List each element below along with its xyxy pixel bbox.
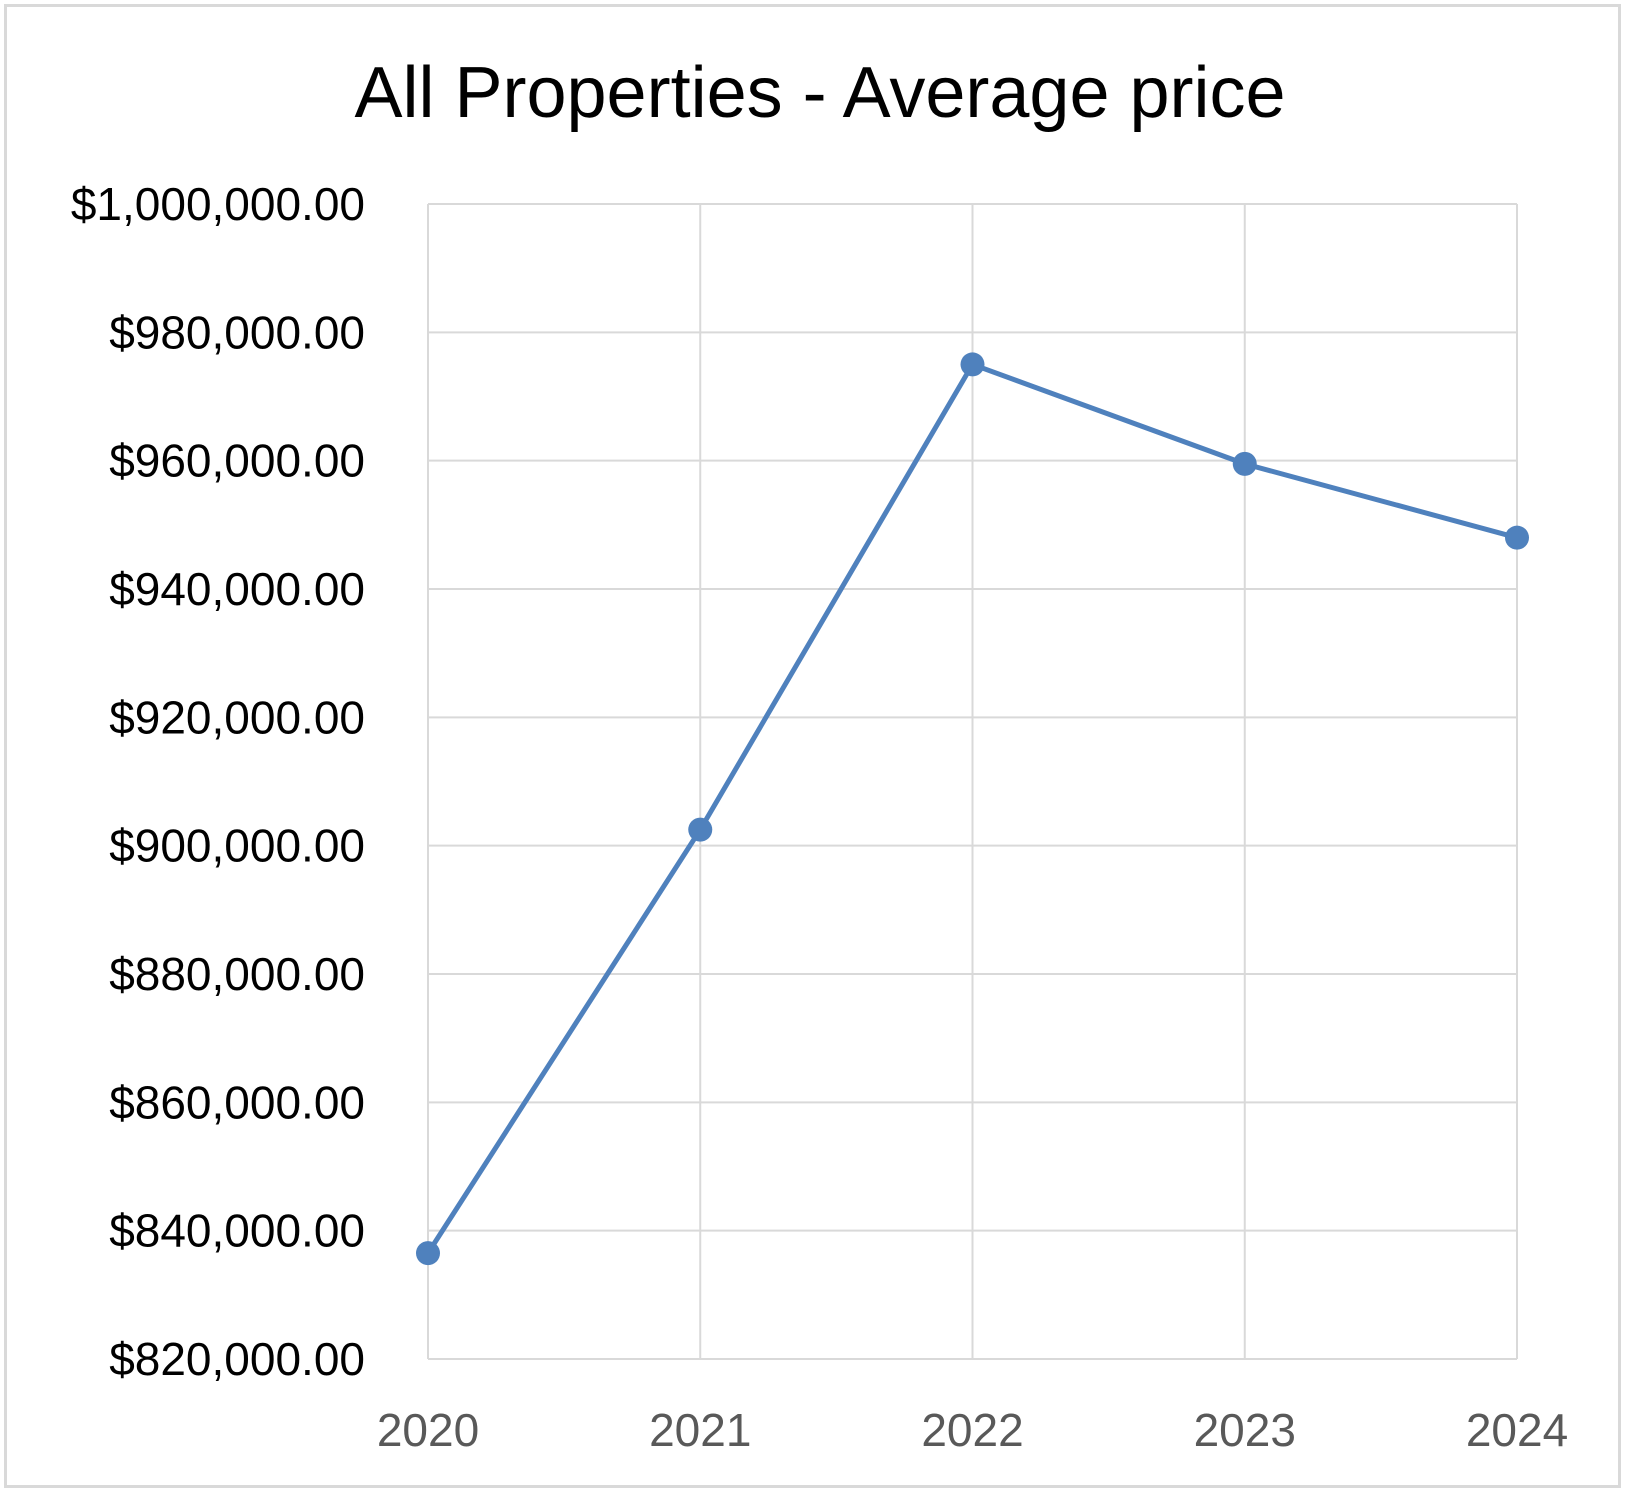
y-axis-tick-labels: $820,000.00 $840,000.00 $860,000.00 $880,00…: [71, 178, 365, 1385]
x-tick-label: 2022: [921, 1404, 1023, 1456]
data-point: [416, 1241, 440, 1266]
data-point: [1232, 451, 1257, 476]
x-tick-label: 2021: [649, 1404, 751, 1456]
data-point: [688, 817, 713, 842]
chart-title: All Properties - Average price: [354, 53, 1285, 133]
y-tick-label: $860,000.00: [109, 1076, 365, 1128]
y-tick-label: $980,000.00: [109, 306, 365, 358]
y-tick-label: $960,000.00: [109, 435, 365, 487]
y-tick-label: $920,000.00: [109, 691, 365, 743]
chart-frame: [4, 4, 1621, 1488]
data-point: [960, 352, 985, 377]
x-tick-label: 2024: [1466, 1404, 1568, 1456]
grid: [427, 203, 1518, 1360]
data-point: [1505, 525, 1529, 550]
x-axis-tick-labels: 2020 2021 2022 2023 2024: [377, 1404, 1568, 1456]
y-tick-label: $900,000.00: [109, 820, 365, 872]
series-layer: [416, 352, 1529, 1266]
y-tick-label: $840,000.00: [109, 1205, 365, 1257]
x-tick-label: 2020: [377, 1404, 479, 1456]
y-tick-label: $1,000,000.00: [71, 178, 365, 230]
y-tick-label: $940,000.00: [109, 563, 365, 615]
y-tick-label: $880,000.00: [109, 948, 365, 1000]
x-tick-label: 2023: [1194, 1404, 1296, 1456]
y-tick-label: $820,000.00: [109, 1333, 365, 1385]
